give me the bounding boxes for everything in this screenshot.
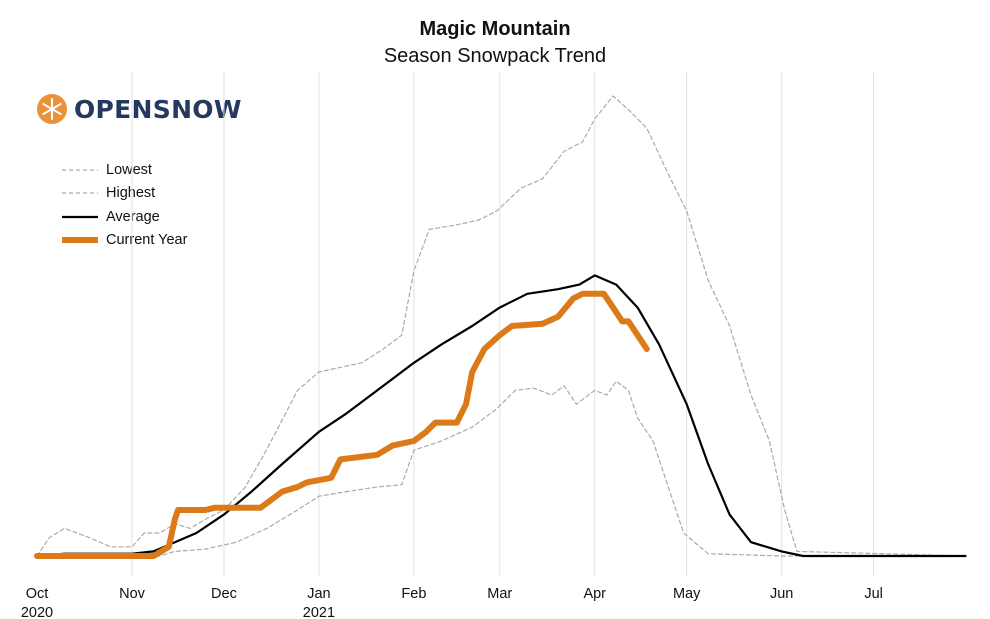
legend-item-lowest: Lowest — [62, 158, 187, 182]
x-tick-feb: Feb — [401, 586, 426, 602]
x-axis-ticks: Oct 2020 Nov Dec Jan 2021 Feb Mar Apr May Jun Jul — [21, 586, 883, 619]
legend-swatch-average — [62, 215, 98, 218]
x-tick-mar: Mar — [487, 586, 512, 602]
logo-snow-text: SNOW — [152, 94, 242, 124]
logo-wordmark: OPENSNOW — [74, 95, 242, 124]
chart-series — [34, 95, 967, 559]
logo-open-text: OPEN — [74, 94, 153, 124]
legend-label-average: Average — [106, 208, 160, 225]
legend-label-current-year: Current Year — [106, 232, 188, 249]
series-line-current-year — [34, 290, 650, 559]
x-tick-year-2021: 2021 — [303, 605, 335, 619]
x-tick-nov: Nov — [119, 586, 146, 602]
legend-swatch-lowest — [62, 169, 98, 171]
legend-item-highest: Highest — [62, 182, 187, 206]
x-tick-may: May — [673, 586, 701, 602]
x-tick-apr: Apr — [583, 586, 606, 602]
legend-item-average: Average — [62, 205, 187, 229]
x-tick-jul: Jul — [864, 586, 883, 602]
series-line-average — [35, 274, 967, 558]
legend-label-lowest: Lowest — [106, 161, 152, 178]
series-line-lowest — [36, 380, 967, 557]
x-tick-jun: Jun — [770, 586, 793, 602]
legend-swatch-highest — [62, 192, 98, 194]
legend-label-highest: Highest — [106, 185, 156, 202]
x-tick-dec: Dec — [211, 586, 237, 602]
x-tick-oct: Oct — [26, 586, 49, 602]
legend-swatch-current-year — [62, 237, 98, 244]
opensnow-logo: OPENSNOW — [36, 92, 242, 126]
series-line-highest — [36, 95, 967, 557]
chart-title: Magic Mountain — [419, 18, 571, 40]
chart-subtitle: Season Snowpack Trend — [383, 45, 607, 67]
chart-gridlines — [131, 72, 875, 576]
x-tick-year-2020: 2020 — [21, 605, 53, 619]
x-tick-jan: Jan — [307, 586, 330, 602]
chart-legend: Lowest Highest Average Current Year — [62, 158, 187, 252]
legend-item-current-year: Current Year — [62, 229, 187, 253]
snowflake-logo-icon — [37, 94, 67, 124]
